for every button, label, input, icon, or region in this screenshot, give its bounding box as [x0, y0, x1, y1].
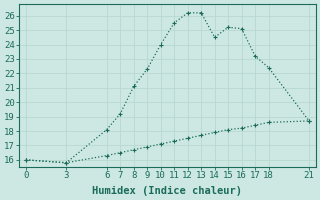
X-axis label: Humidex (Indice chaleur): Humidex (Indice chaleur) [92, 186, 243, 196]
